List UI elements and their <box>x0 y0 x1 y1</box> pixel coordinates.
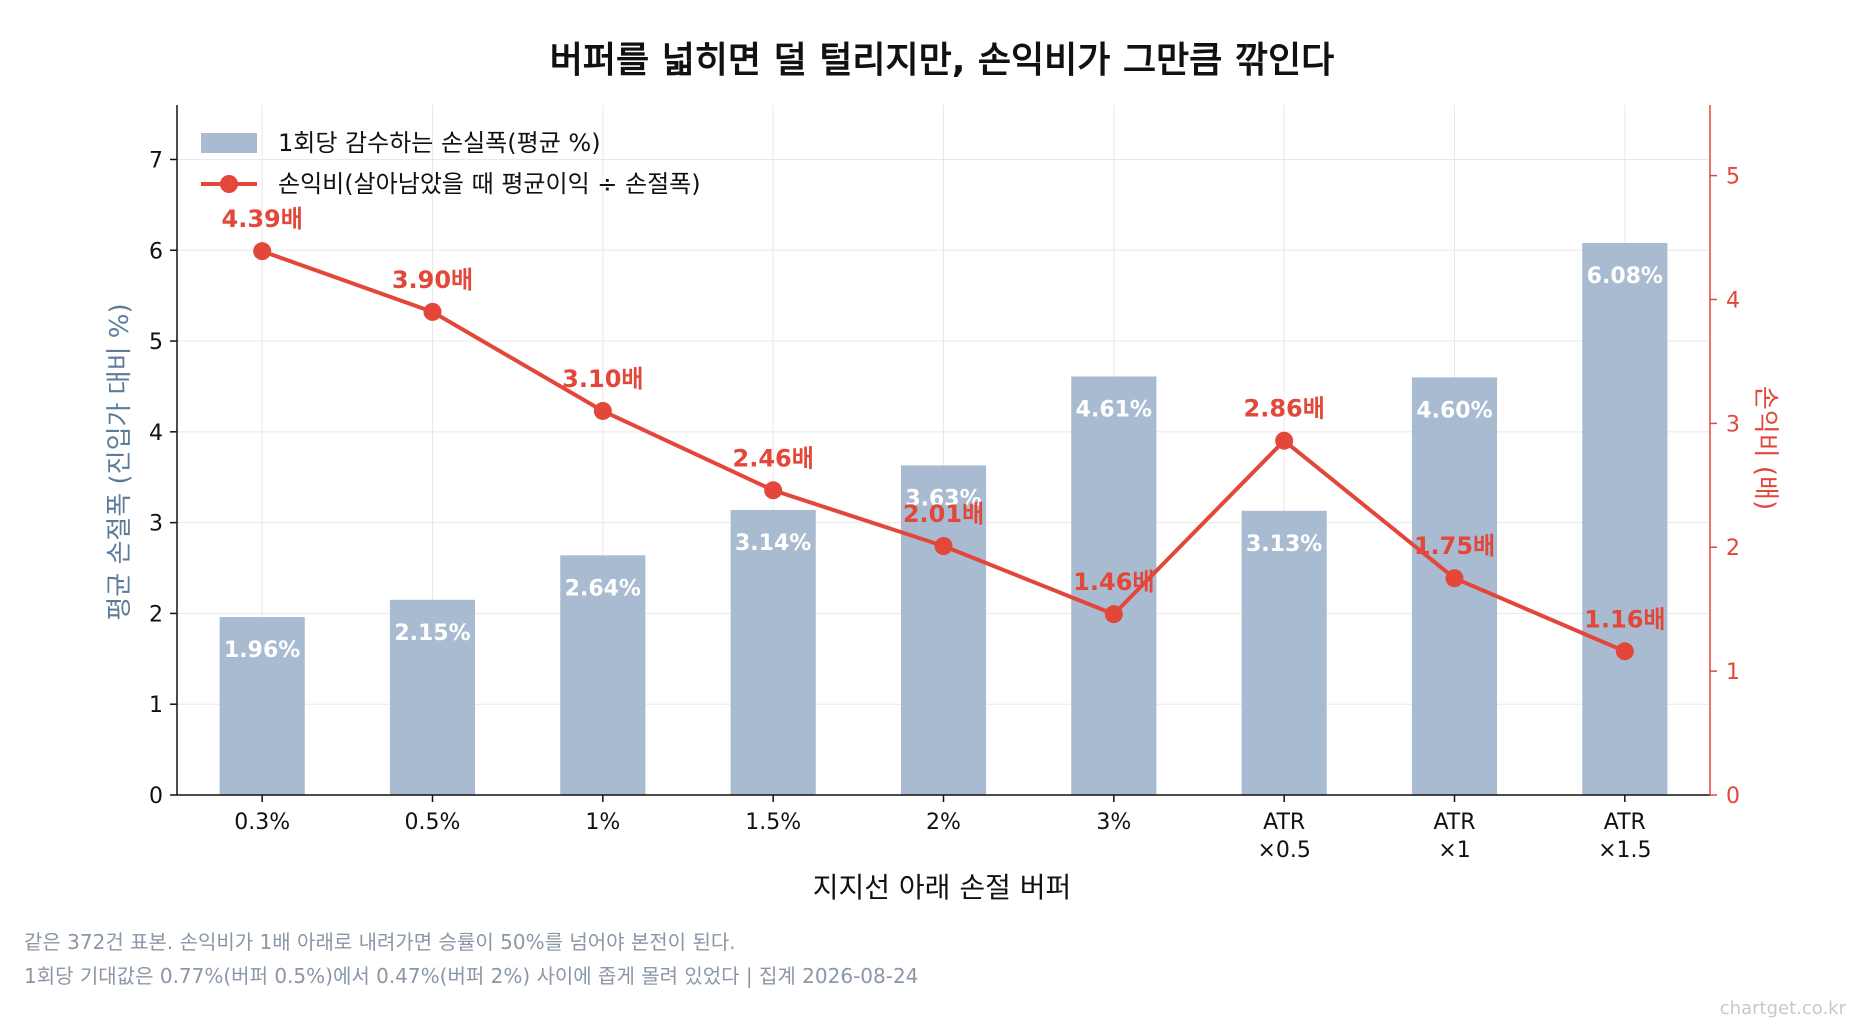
x-tick-label: 0.3% <box>234 810 290 835</box>
y-left-tick-label: 1 <box>149 693 163 718</box>
footnote-line-1: 같은 372건 표본. 손익비가 1배 아래로 내려가면 승률이 50%를 넘어… <box>24 930 736 954</box>
line-point <box>593 401 612 420</box>
x-tick-label: 1% <box>585 810 620 835</box>
bar <box>730 509 816 795</box>
footnote-line-2: 1회당 기대값은 0.77%(버퍼 0.5%)에서 0.47%(버퍼 2%) 사… <box>24 964 919 988</box>
x-tick-label: 1.5% <box>745 810 801 835</box>
chart-title: 버퍼를 넓히면 덜 털리지만, 손익비가 그만큼 깎인다 <box>550 40 1334 81</box>
x-tick-label: 3% <box>1096 810 1131 835</box>
line-point <box>423 302 442 321</box>
line-point <box>253 242 272 261</box>
line-value-label: 3.90배 <box>392 266 473 294</box>
line-value-label: 1.75배 <box>1414 532 1495 560</box>
data-labels: 1.96% 2.15% 2.64% 3.14% 3.63% 4.61% 3.13% 4.60%… <box>222 205 1666 663</box>
y-right-tick-label: 4 <box>1726 288 1740 313</box>
bar-value-label: 3.63% <box>905 486 981 511</box>
y-right-tick-label: 5 <box>1726 165 1740 190</box>
x-tick-label: ×1.5 <box>1598 838 1651 863</box>
y-right-tick-label: 1 <box>1726 660 1740 685</box>
y-left-tick-label: 5 <box>149 330 163 355</box>
x-tick-label: ATR <box>1263 810 1305 835</box>
line-point <box>934 537 953 556</box>
y-axis-right-title: 손익비 (배) <box>1750 386 1780 510</box>
y-left-tick-label: 0 <box>149 784 163 809</box>
line-value-label: 2.01배 <box>903 500 984 528</box>
line-value-label: 4.39배 <box>222 205 303 233</box>
x-tick-label: ATR <box>1433 810 1475 835</box>
line-value-label: 2.46배 <box>733 444 814 472</box>
legend-label-bar: 1회당 감수하는 손실폭(평균 %) <box>278 129 601 157</box>
legend: 1회당 감수하는 손실폭(평균 %) 손익비(살아남았을 때 평균이익 ÷ 손절폭… <box>201 129 701 198</box>
y-axis-left-title: 평균 손절폭 (진입가 대비 %) <box>105 303 135 620</box>
bar-value-label: 1.96% <box>224 638 300 663</box>
legend-swatch-bar <box>201 133 257 153</box>
y-right-tick-label: 0 <box>1726 784 1740 809</box>
bar-value-label: 3.13% <box>1246 532 1322 557</box>
bar <box>219 617 305 795</box>
y-left-tick-label: 4 <box>149 421 163 446</box>
bar <box>1241 510 1327 795</box>
bar <box>900 465 987 795</box>
legend-swatch-marker <box>220 175 238 193</box>
line-point <box>1445 569 1464 588</box>
legend-label-line: 손익비(살아남았을 때 평균이익 ÷ 손절폭) <box>278 170 701 198</box>
bar <box>1582 243 1668 795</box>
y-right-tick-label: 3 <box>1726 412 1740 437</box>
bar <box>389 599 476 795</box>
x-tick-label: 2% <box>926 810 961 835</box>
y-left-tick-label: 7 <box>149 148 163 173</box>
bar-value-label: 2.15% <box>394 621 470 646</box>
x-tick-label: ×1 <box>1438 838 1470 863</box>
line-point <box>764 481 783 500</box>
line-value-label: 2.86배 <box>1244 395 1325 423</box>
bar-series <box>219 243 1668 795</box>
bar-value-label: 6.08% <box>1587 264 1663 289</box>
y-right-tick-label: 2 <box>1726 536 1740 561</box>
bar-value-label: 4.60% <box>1416 398 1492 423</box>
y-left-tick-label: 3 <box>149 512 163 537</box>
axes: 0 1 2 3 4 5 6 7 0 1 2 3 4 5 0.3% 0.5% 1% 1.5% 2% 3% ATR ×0.5 A… <box>149 105 1740 863</box>
line-value-label: 3.10배 <box>562 365 643 393</box>
line-value-label: 1.46배 <box>1073 568 1154 596</box>
line-series <box>253 242 1634 661</box>
x-tick-label: ATR <box>1604 810 1646 835</box>
bar-value-label: 4.61% <box>1076 397 1152 422</box>
line-point <box>1615 642 1634 661</box>
bar-value-label: 2.64% <box>565 576 641 601</box>
bar-value-label: 3.14% <box>735 531 811 556</box>
line-point <box>1104 605 1123 624</box>
line-point <box>1275 431 1294 450</box>
x-tick-label: 0.5% <box>405 810 461 835</box>
watermark: chartget.co.kr <box>1719 998 1846 1019</box>
x-tick-label: ×0.5 <box>1257 838 1310 863</box>
line-value-label: 1.16배 <box>1584 605 1665 633</box>
bar <box>560 555 646 795</box>
x-axis-title: 지지선 아래 손절 버퍼 <box>813 871 1072 904</box>
y-left-tick-label: 2 <box>149 602 163 627</box>
y-left-tick-label: 6 <box>149 239 163 264</box>
